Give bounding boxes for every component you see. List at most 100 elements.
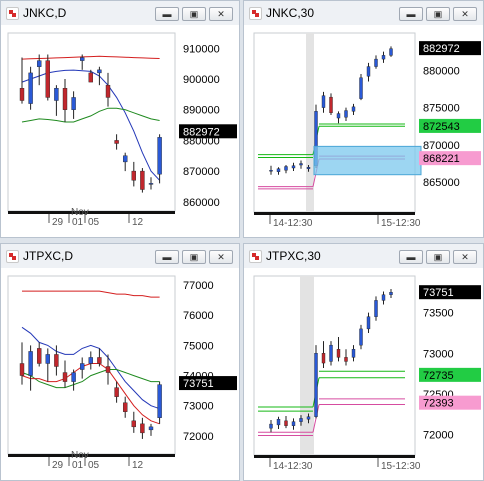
current-price-tag: [419, 285, 481, 300]
candle-body: [389, 48, 393, 56]
candle-body: [71, 97, 76, 110]
price-axis-label: 870000: [423, 140, 460, 152]
time-axis-label: 15-12:30: [381, 461, 421, 472]
current-price-label: 73751: [423, 287, 454, 299]
candle-body: [306, 416, 311, 420]
candle-body: [299, 418, 303, 422]
candle-body: [157, 137, 162, 175]
chart-app-icon: [6, 250, 19, 263]
moving-average-line: [21, 326, 160, 410]
candle-body: [276, 418, 281, 426]
candle-body: [37, 60, 42, 67]
price-axis-label: 76000: [183, 310, 214, 322]
candle-body: [122, 155, 128, 163]
current-price-label: 882972: [423, 43, 460, 55]
candle-body: [374, 300, 378, 317]
maximize-button[interactable]: ▣: [426, 7, 450, 21]
title-bar[interactable]: JTPXC,D ▬ ▣ ✕: [1, 244, 239, 268]
candle-body: [284, 420, 288, 426]
close-button[interactable]: ✕: [453, 250, 477, 264]
price-axis-label: 75000: [183, 340, 214, 352]
candle-body: [45, 354, 50, 364]
time-axis-label: 12: [132, 460, 144, 471]
moving-average-line: [22, 290, 160, 298]
price-axis-label: 880000: [423, 65, 460, 77]
candle-body: [37, 348, 42, 364]
level-tag: [419, 151, 481, 166]
candle-body: [157, 384, 162, 418]
level-tag: [419, 367, 481, 382]
current-price-tag: [179, 376, 237, 391]
level-tag-label: 72393: [423, 398, 454, 410]
minimize-button[interactable]: ▬: [155, 7, 179, 21]
candle-body: [351, 349, 356, 358]
candle-body: [276, 168, 281, 172]
candle-body: [148, 426, 154, 431]
price-axis-label: 73000: [423, 348, 454, 360]
window-title: JNKC,D: [23, 6, 67, 20]
time-axis-label: 01: [72, 460, 84, 471]
candle-body: [299, 163, 303, 166]
minimize-button[interactable]: ▬: [399, 7, 423, 21]
candle-body: [389, 292, 393, 295]
time-axis-label: 14-12:30: [273, 218, 313, 229]
time-axis-label: 01: [72, 217, 84, 228]
candle-body: [62, 88, 68, 110]
candlestick-chart[interactable]: 77000760007500074000730007200029010512No…: [1, 268, 239, 480]
close-button[interactable]: ✕: [209, 7, 233, 21]
month-label: Nov: [71, 207, 89, 218]
candle-body: [336, 113, 341, 119]
selection-highlight: [313, 145, 422, 176]
month-label: Nov: [71, 450, 89, 461]
close-button[interactable]: ✕: [453, 7, 477, 21]
current-price-label: 882972: [183, 126, 220, 138]
minimize-button[interactable]: ▬: [399, 250, 423, 264]
candle-body: [71, 372, 76, 382]
price-axis-label: 72000: [183, 431, 214, 443]
candle-body: [19, 88, 25, 101]
candle-body: [359, 328, 363, 346]
session-shade: [300, 276, 314, 455]
candle-body: [366, 316, 371, 330]
candle-body: [291, 165, 296, 169]
chart-app-icon: [249, 7, 262, 20]
moving-average-line: [21, 369, 160, 389]
maximize-button[interactable]: ▣: [426, 250, 450, 264]
title-bar[interactable]: JNKC,30 ▬ ▣ ✕: [244, 1, 483, 25]
candlestick-chart[interactable]: 880000 875000 870000 865000 14-12:30 15-12:30…: [244, 25, 483, 237]
candle-body: [28, 351, 33, 376]
time-axis-label: 29: [52, 460, 64, 471]
candle-body: [314, 353, 318, 417]
time-axis-label: 05: [88, 460, 100, 471]
candle-body: [122, 402, 128, 412]
candle-body: [291, 421, 296, 426]
maximize-button[interactable]: ▣: [182, 250, 206, 264]
title-bar[interactable]: JTPXC,30 ▬ ▣ ✕: [244, 244, 483, 268]
title-bar[interactable]: JNKC,D ▬ ▣ ✕: [1, 1, 239, 25]
moving-average-line: [21, 107, 160, 123]
candle-body: [344, 357, 348, 362]
price-axis-label: 72000: [423, 430, 454, 442]
current-price-label: 73751: [183, 378, 214, 390]
candle-body: [88, 72, 94, 83]
price-axis-label: 860000: [183, 197, 220, 209]
candle-body: [54, 354, 59, 367]
minimize-button[interactable]: ▬: [155, 250, 179, 264]
window-jnkc-daily: JNKC,D ▬ ▣ ✕ 910000 900000 890000 880000 870…: [0, 0, 240, 238]
candlestick-chart[interactable]: 910000 900000 890000 880000 870000 860000 29 01…: [1, 25, 239, 237]
maximize-button[interactable]: ▣: [182, 7, 206, 21]
price-axis-label: 865000: [423, 177, 460, 189]
close-button[interactable]: ✕: [209, 250, 233, 264]
candle-body: [105, 366, 111, 373]
candle-body: [321, 353, 326, 364]
candle-body: [306, 167, 311, 169]
chart-app-icon: [6, 7, 19, 20]
candle-body: [62, 372, 68, 382]
session-shade: [306, 33, 314, 212]
price-axis-label: 73000: [183, 401, 214, 413]
price-axis-label: 880000: [183, 135, 220, 147]
candle-body: [114, 140, 119, 144]
candle-body: [329, 96, 333, 114]
candle-body: [344, 110, 348, 118]
